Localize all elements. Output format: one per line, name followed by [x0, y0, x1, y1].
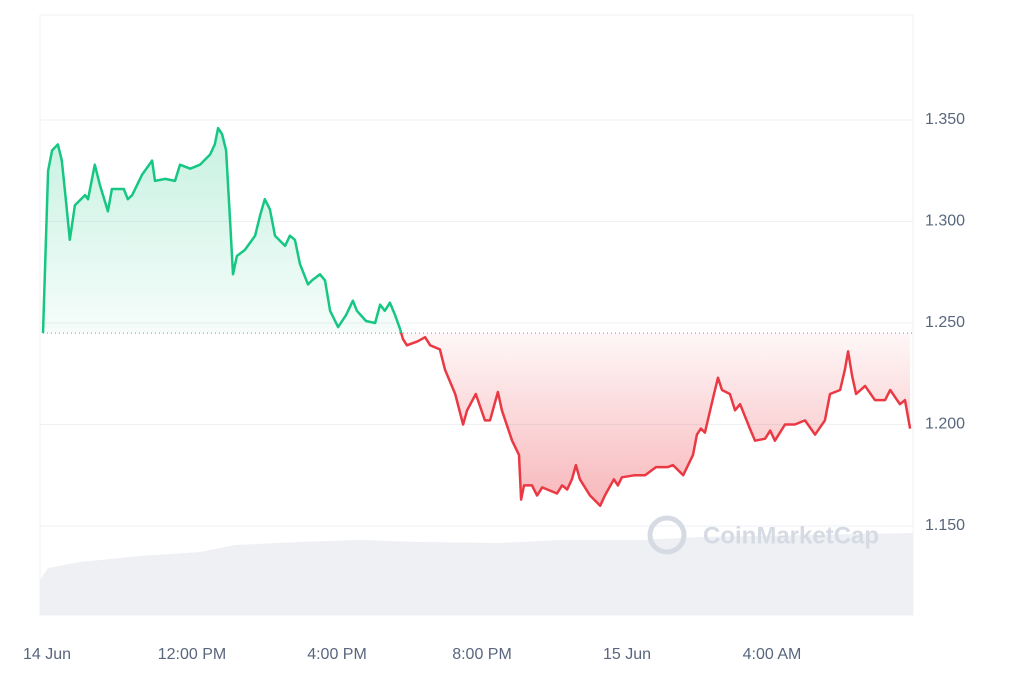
- x-tick-label: 14 Jun: [23, 646, 71, 663]
- y-tick-label: 1.150: [925, 517, 965, 534]
- y-tick-label: 1.350: [925, 111, 965, 128]
- y-tick-label: 1.300: [925, 213, 965, 230]
- y-tick-label: 1.200: [925, 416, 965, 433]
- watermark-text: CoinMarketCap: [703, 522, 879, 549]
- x-tick-label: 4:00 AM: [743, 646, 802, 663]
- x-tick-label: 15 Jun: [603, 646, 651, 663]
- watermark: CoinMarketCap: [647, 515, 879, 555]
- y-tick-label: 1.250: [925, 314, 965, 331]
- price-line: [41, 126, 912, 507]
- x-tick-label: 12:00 PM: [158, 646, 226, 663]
- x-tick-label: 8:00 PM: [452, 646, 512, 663]
- volume-area: [40, 533, 913, 615]
- x-tick-label: 4:00 PM: [307, 646, 367, 663]
- price-area: [43, 128, 911, 506]
- watermark-logo: [647, 515, 687, 555]
